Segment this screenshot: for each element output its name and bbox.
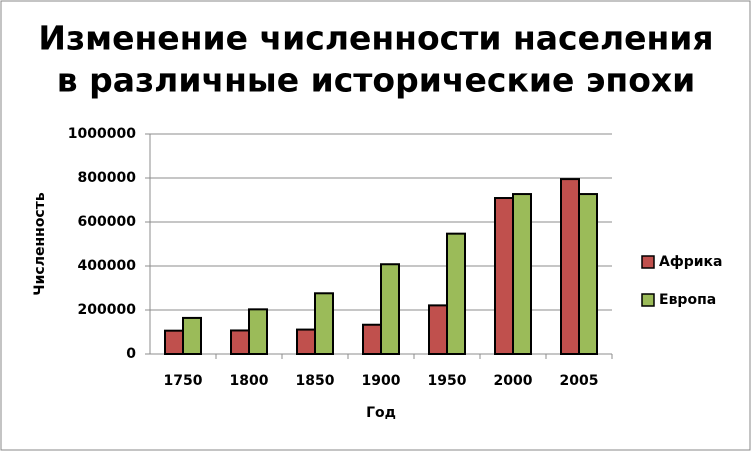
chart-title: в различные исторические эпохи [57,61,696,100]
bar [446,232,466,355]
x-tick-label: 1750 [164,373,203,389]
bar [248,308,268,355]
bar [560,178,580,355]
bar [230,329,250,355]
bar [296,328,316,355]
x-tick-label: 1850 [296,373,335,389]
x-tick-label: 1800 [230,373,269,389]
bar [164,329,184,355]
y-tick-label: 1000000 [68,126,136,142]
y-tick-label: 200000 [78,302,137,318]
bar [512,193,532,355]
y-tick-label: 0 [126,346,136,362]
chart-title: Изменение численности населения [38,19,713,58]
x-tick-label: 2005 [560,373,599,389]
bar [578,193,598,355]
x-tick-label: 1900 [362,373,401,389]
y-tick-label: 600000 [78,214,137,230]
legend-swatch [641,255,655,269]
y-tick-label: 800000 [78,170,137,186]
bar [314,292,334,355]
legend-label: Европа [659,292,716,308]
x-tick-label: 2000 [494,373,533,389]
legend-swatch [641,293,655,307]
bar [428,304,448,356]
bar [182,316,202,356]
x-axis-label: Год [366,405,396,421]
y-tick-label: 400000 [78,258,137,274]
legend-label: Африка [659,254,723,270]
y-axis-label: Численность [32,192,48,296]
bar [380,263,400,355]
x-tick-label: 1950 [428,373,467,389]
bar [362,323,382,355]
bar [494,197,514,355]
